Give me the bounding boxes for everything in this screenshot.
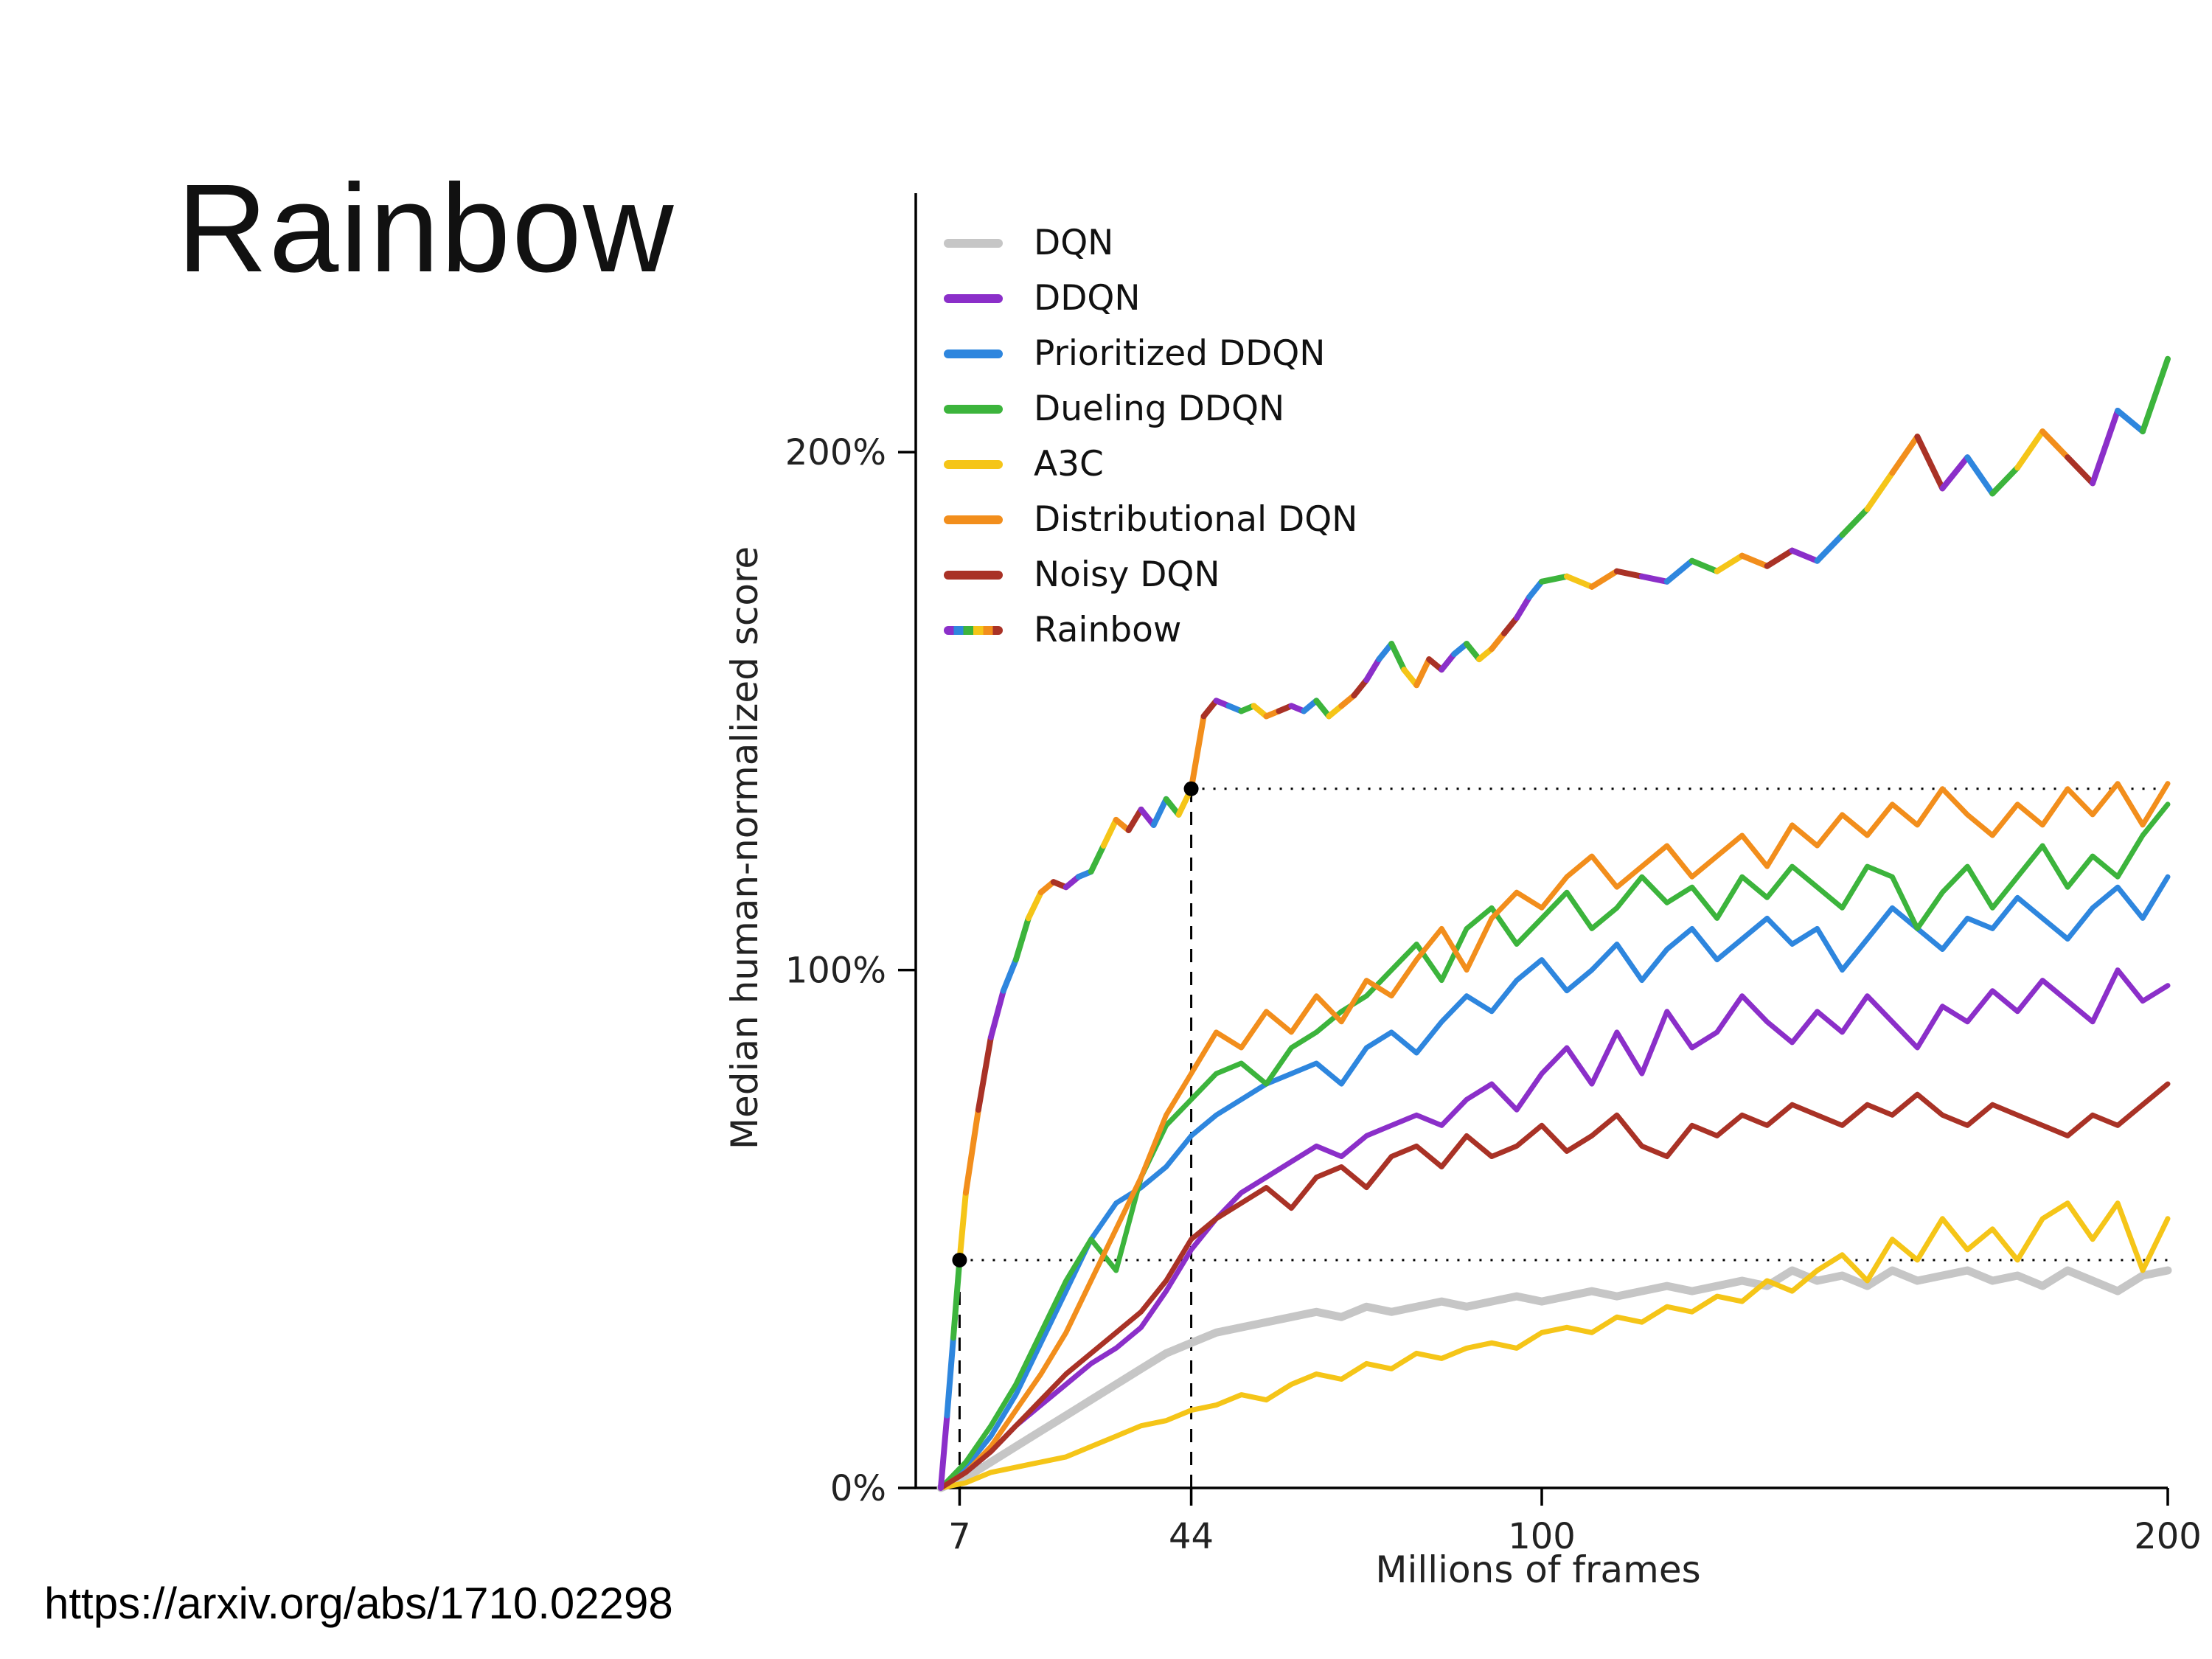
svg-text:100: 100 (1508, 1516, 1576, 1557)
svg-text:200: 200 (2134, 1516, 2202, 1557)
legend-label-a3c: A3C (1034, 444, 1104, 484)
page-title: Rainbow (177, 159, 675, 299)
legend-item-ddqn: DDQN (944, 271, 1357, 326)
svg-text:0%: 0% (830, 1468, 886, 1509)
svg-text:44: 44 (1169, 1516, 1214, 1557)
legend-swatch-dqn (944, 238, 1003, 248)
x-axis-label: Millions of frames (1375, 1548, 1701, 1591)
legend-label-dueling-ddqn: Dueling DDQN (1034, 389, 1285, 429)
legend-swatch-distributional-dqn (944, 515, 1003, 524)
legend-label-ddqn: DDQN (1034, 278, 1141, 319)
legend-item-a3c: A3C (944, 437, 1357, 492)
svg-text:100%: 100% (785, 950, 886, 992)
chart-legend: DQN DDQN Prioritized DDQN Dueling DDQN A… (944, 215, 1357, 658)
legend-label-rainbow: Rainbow (1034, 610, 1182, 650)
y-axis-label: Median human-normalized score (723, 546, 766, 1150)
legend-swatch-rainbow (944, 625, 1003, 635)
legend-label-noisy-dqn: Noisy DQN (1034, 554, 1220, 595)
legend-item-distributional-dqn: Distributional DQN (944, 492, 1357, 547)
legend-item-noisy-dqn: Noisy DQN (944, 547, 1357, 602)
svg-text:7: 7 (948, 1516, 971, 1557)
svg-text:200%: 200% (785, 432, 886, 473)
legend-item-rainbow: Rainbow (944, 602, 1357, 658)
legend-item-dqn: DQN (944, 215, 1357, 271)
legend-item-prioritized-ddqn: Prioritized DDQN (944, 326, 1357, 381)
legend-item-dueling-ddqn: Dueling DDQN (944, 381, 1357, 437)
legend-swatch-noisy-dqn (944, 570, 1003, 580)
legend-swatch-a3c (944, 459, 1003, 469)
legend-label-distributional-dqn: Distributional DQN (1034, 499, 1358, 540)
legend-label-dqn: DQN (1034, 223, 1114, 263)
legend-label-prioritized-ddqn: Prioritized DDQN (1034, 333, 1326, 374)
legend-swatch-ddqn (944, 293, 1003, 303)
legend-swatch-prioritized-ddqn (944, 349, 1003, 358)
source-url: https://arxiv.org/abs/1710.02298 (44, 1579, 673, 1628)
legend-swatch-dueling-ddqn (944, 404, 1003, 414)
